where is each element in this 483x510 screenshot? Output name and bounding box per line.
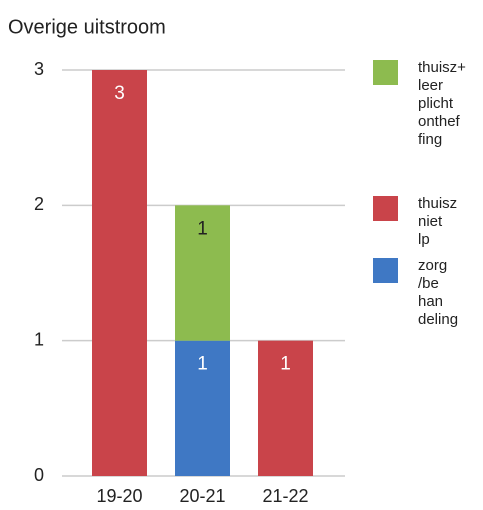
y-tick-label: 3 bbox=[34, 59, 44, 79]
x-tick-label: 21-22 bbox=[262, 486, 308, 506]
legend-label: zorg/be han deling bbox=[418, 257, 458, 328]
legend-swatch bbox=[373, 196, 398, 221]
legend-label: thuisz niet lp bbox=[418, 195, 457, 248]
bar-segment bbox=[258, 340, 313, 476]
data-label: 1 bbox=[197, 218, 208, 239]
chart-title: Overige uitstroom bbox=[8, 16, 166, 38]
y-tick-label: 1 bbox=[34, 329, 44, 349]
data-label: 3 bbox=[114, 83, 125, 104]
bar-segment bbox=[92, 70, 147, 476]
legend-swatch bbox=[373, 258, 398, 283]
x-tick-label: 19-20 bbox=[96, 486, 142, 506]
legend-swatch bbox=[373, 60, 398, 85]
y-tick-label: 2 bbox=[34, 194, 44, 214]
legend-label: thuisz+ leer plicht onthef fing bbox=[418, 59, 466, 148]
y-tick-label: 0 bbox=[34, 465, 44, 485]
bar-segment bbox=[175, 205, 230, 341]
x-tick-label: 20-21 bbox=[179, 486, 225, 506]
data-label: 1 bbox=[197, 354, 208, 375]
bar-segment bbox=[175, 340, 230, 476]
data-label: 1 bbox=[280, 354, 291, 375]
